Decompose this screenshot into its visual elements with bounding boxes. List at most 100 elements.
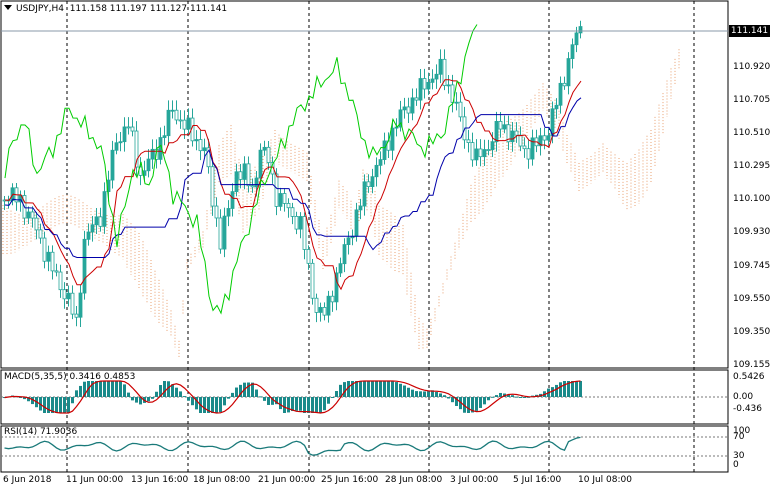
candle-body <box>310 262 315 299</box>
time-axis-label: 10 Jul 08:00 <box>578 475 632 485</box>
rsi-pane-frame <box>0 425 729 473</box>
macd-histogram-bar <box>27 397 30 402</box>
macd-histogram-bar <box>347 381 350 397</box>
candle-body <box>182 119 187 130</box>
rsi-line <box>4 436 581 456</box>
candle-body <box>210 166 215 207</box>
candle-body <box>578 26 583 34</box>
candle-body <box>262 146 267 151</box>
rsi-label: RSI(14) 71.9036 <box>4 427 78 437</box>
macd-histogram-bar <box>315 397 318 413</box>
candle-body <box>26 211 31 219</box>
macd-histogram-bar <box>119 381 122 397</box>
candle-body <box>390 127 395 151</box>
macd-histogram-bar <box>259 396 262 398</box>
candle-body <box>38 229 43 239</box>
macd-histogram-bar <box>563 381 566 397</box>
macd-histogram-bar <box>111 381 114 397</box>
candle-body <box>482 149 487 158</box>
macd-histogram-bar <box>223 397 226 406</box>
time-axis-label: 6 Jun 2018 <box>3 475 52 485</box>
candle-body <box>414 97 419 101</box>
price-axis-label: 109.350 <box>733 327 771 337</box>
candle-body <box>546 135 551 141</box>
macd-histogram-bar <box>103 381 106 397</box>
macd-signal-line <box>4 380 581 414</box>
candlestick-series <box>2 20 583 327</box>
macd-histogram-bar <box>411 389 414 397</box>
candle-body <box>306 249 311 264</box>
macd-histogram-bar <box>323 397 326 411</box>
candle-body <box>286 203 291 209</box>
candle-body <box>218 217 223 250</box>
macd-histogram-bar <box>267 397 270 405</box>
macd-histogram-bar <box>579 381 582 397</box>
rsi-axis-label: 100 <box>733 426 751 436</box>
triangle-down-icon[interactable] <box>4 5 12 10</box>
macd-histogram-bar <box>439 393 442 397</box>
time-axis-label: 5 Jul 16:00 <box>513 475 562 485</box>
macd-histogram-bar <box>483 397 486 405</box>
macd-histogram-bar <box>551 387 554 397</box>
candle-body <box>570 44 575 59</box>
candle-body <box>454 101 459 104</box>
price-axis-label: 110.510 <box>733 128 771 138</box>
macd-histogram-bar <box>431 390 434 397</box>
candle-body <box>510 130 515 143</box>
macd-histogram-bar <box>167 381 170 397</box>
macd-histogram-bar <box>511 395 514 397</box>
candle-body <box>458 101 463 118</box>
candle-body <box>486 149 491 151</box>
candle-body <box>238 171 243 180</box>
macd-histogram-bar <box>331 397 334 398</box>
candle-body <box>206 147 211 168</box>
macd-axis-label: 0.00 <box>733 392 754 402</box>
macd-histogram-bar <box>327 397 330 404</box>
candle-body <box>450 84 455 103</box>
candle-body <box>122 126 127 143</box>
candle-body <box>526 148 531 160</box>
macd-histogram-bar <box>423 391 426 397</box>
macd-histogram-bar <box>287 397 290 413</box>
macd-histogram-bar <box>195 397 198 410</box>
candle-body <box>442 58 447 86</box>
ohlc-values: 111.158 111.197 111.127 111.141 <box>69 4 228 14</box>
candle-body <box>558 82 563 106</box>
grid-lines <box>1 1 728 472</box>
kijun-sen-line <box>4 97 582 258</box>
macd-histogram-bar <box>207 397 210 413</box>
candle-body <box>426 81 431 90</box>
candle-body <box>334 272 339 303</box>
macd-histogram-bar <box>455 397 458 406</box>
macd-histogram-bar <box>271 397 274 405</box>
candle-body <box>170 109 175 112</box>
macd-histogram-bar <box>527 396 530 398</box>
candle-body <box>94 216 99 226</box>
candle-body <box>126 126 131 129</box>
candle-body <box>214 205 219 219</box>
candle-body <box>74 313 79 318</box>
candle-body <box>374 164 379 178</box>
macd-histogram-bar <box>247 382 250 397</box>
macd-histogram-bar <box>491 396 494 398</box>
macd-histogram-bar <box>307 397 310 413</box>
macd-histogram-bar <box>339 384 342 397</box>
price-axis-label: 109.550 <box>733 294 771 304</box>
candle-body <box>394 126 399 129</box>
time-axis-label: 28 Jun 08:00 <box>385 475 443 485</box>
candle-body <box>78 292 83 318</box>
macd-histogram-bar <box>363 381 366 397</box>
candle-body <box>382 140 387 160</box>
macd-histogram-bar <box>91 381 94 397</box>
macd-axis-label: -0.436 <box>733 404 763 414</box>
candle-body <box>46 251 51 262</box>
candle-body <box>338 263 343 274</box>
candle-body <box>274 173 279 207</box>
macd-histogram-bar <box>507 394 510 397</box>
candle-body <box>326 295 331 316</box>
macd-histogram-bar <box>443 395 446 397</box>
macd-histogram-bar <box>379 381 382 397</box>
candle-body <box>130 126 135 132</box>
candle-body <box>90 224 95 233</box>
